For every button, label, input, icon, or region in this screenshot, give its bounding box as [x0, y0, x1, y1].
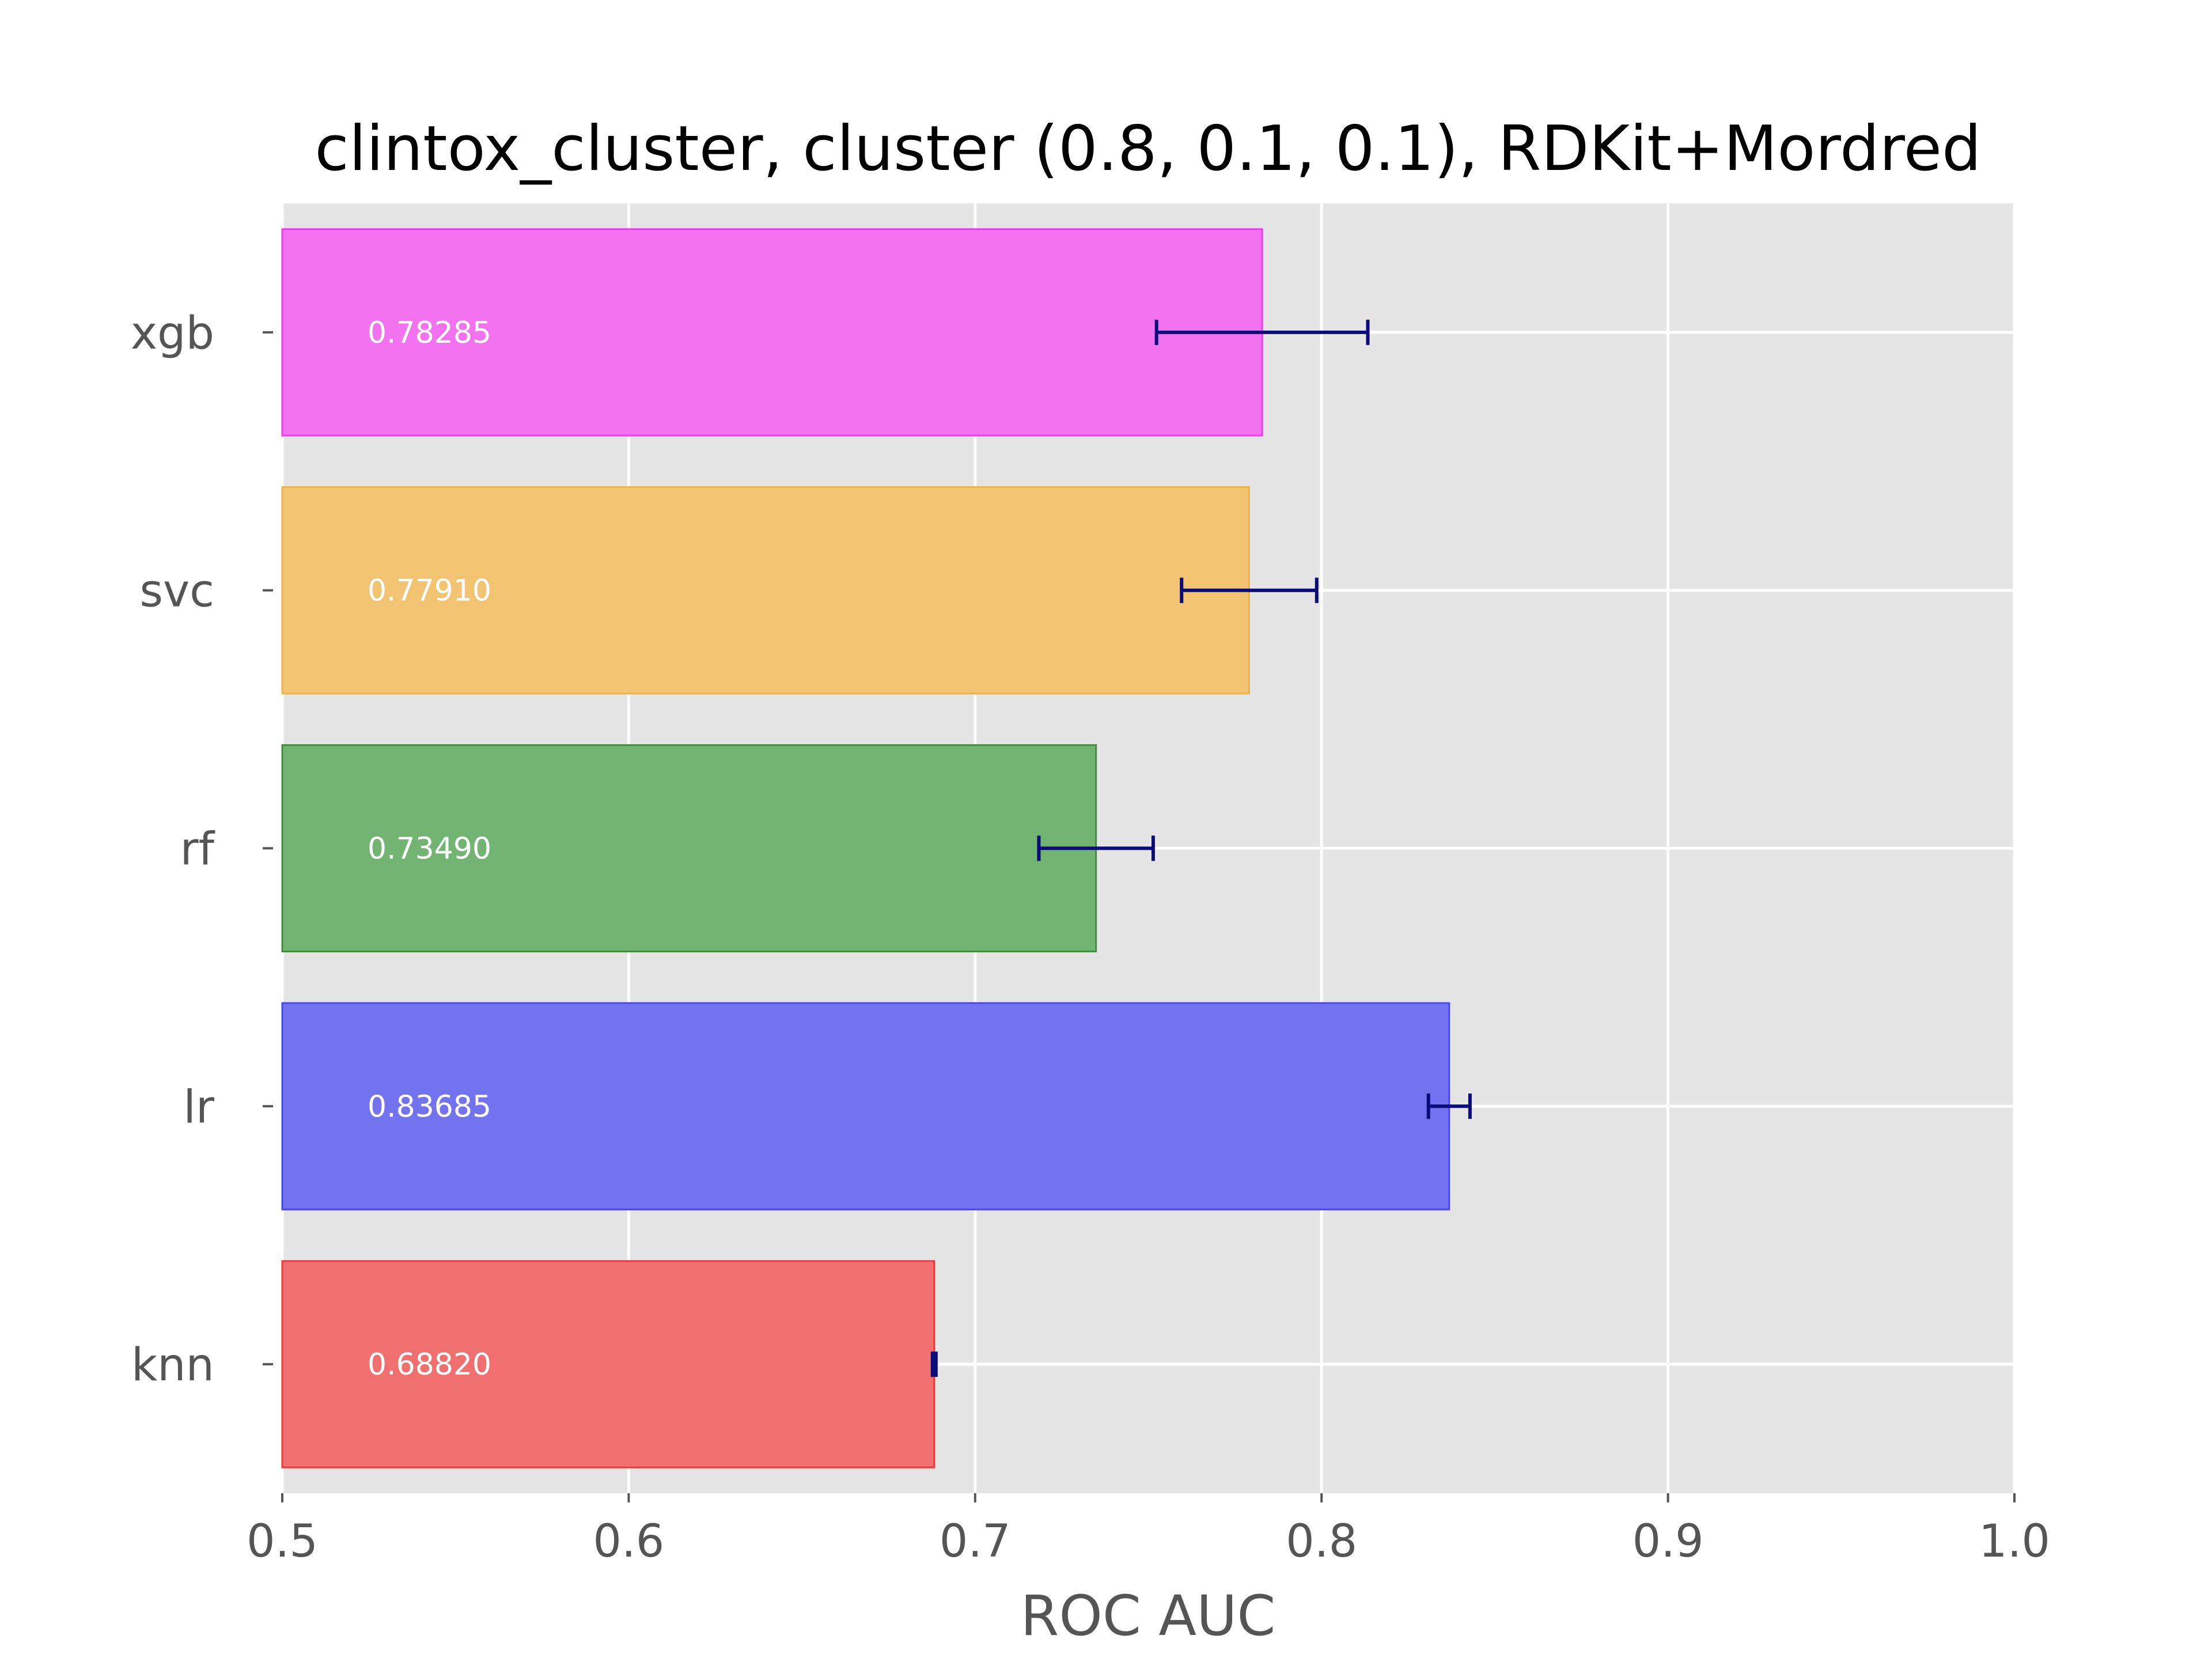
value-label-rf: 0.73490	[368, 832, 491, 866]
x-tick-label: 0.5	[247, 1516, 318, 1568]
y-tick-label-lr: lr	[183, 1081, 215, 1133]
error-bar-rf	[1037, 835, 1155, 861]
value-label-xgb: 0.78285	[368, 316, 491, 350]
bar-xgb	[281, 228, 1263, 437]
x-tick-label: 0.7	[940, 1516, 1011, 1568]
axis-ticks: 0.5 0.6 0.7 0.8 0.9 1.0 knn lr rf svc xgb	[131, 308, 2050, 1568]
bar-knn	[281, 1260, 935, 1468]
x-tick-label: 0.8	[1286, 1516, 1357, 1568]
y-tick-label-xgb: xgb	[131, 308, 214, 359]
bars	[281, 228, 1450, 1468]
value-label-knn: 0.68820	[368, 1347, 491, 1382]
x-tick-label: 1.0	[1979, 1516, 2050, 1568]
error-bars	[930, 319, 1472, 1377]
value-label-lr: 0.83685	[368, 1089, 491, 1124]
error-bar-xgb	[1154, 319, 1370, 345]
y-tick-label-svc: svc	[139, 566, 214, 618]
x-tick-label: 0.9	[1633, 1516, 1704, 1568]
x-tick-label: 0.6	[593, 1516, 664, 1568]
x-axis-label: ROC AUC	[1021, 1584, 1276, 1648]
data-labels: 0.68820 0.83685 0.73490 0.77910 0.78285	[368, 316, 491, 1382]
y-tick-label-knn: knn	[131, 1339, 214, 1391]
value-label-svc: 0.77910	[368, 574, 491, 608]
error-bar-lr	[1426, 1093, 1472, 1119]
error-bar-svc	[1180, 577, 1319, 603]
y-tick-label-rf: rf	[180, 824, 215, 876]
error-bar-knn	[930, 1351, 938, 1377]
bar-rf	[281, 744, 1097, 953]
chart-title: clintox_cluster, cluster (0.8, 0.1, 0.1)…	[315, 113, 1981, 185]
